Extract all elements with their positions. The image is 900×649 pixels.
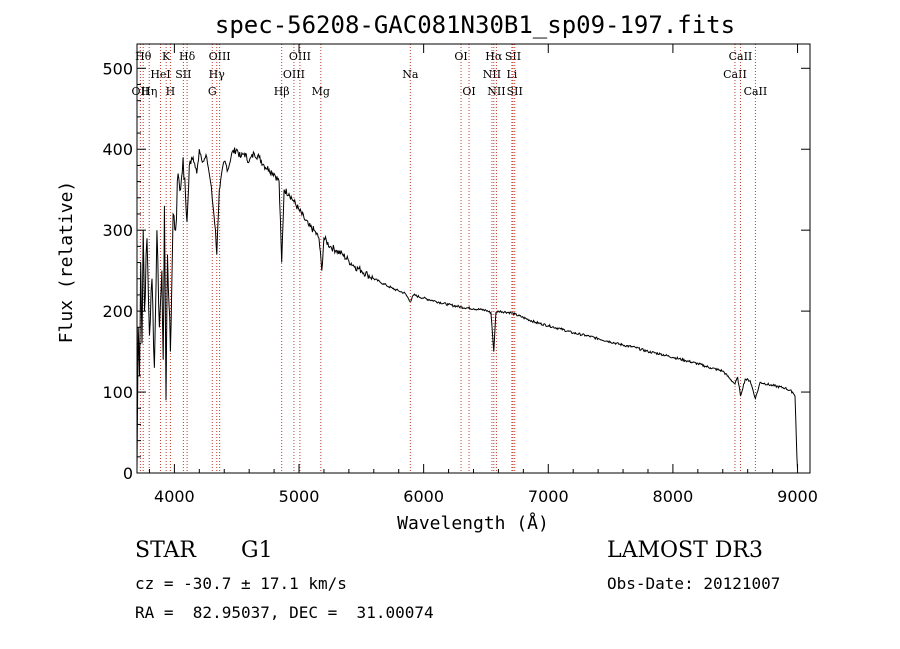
plot-frame [136,43,811,474]
line-marker-label: OI [462,85,475,98]
object-subclass: G1 [241,538,273,563]
line-marker-label: CaII [744,85,768,98]
line-marker-label: Hδ [179,50,196,63]
x-tick-label: 5000 [279,487,320,506]
line-marker-label: OII [132,85,150,98]
x-axis-label: Wavelength (Å) [397,512,549,534]
line-marker-label: NII [487,85,505,98]
line-marker-label: Hα [485,50,503,63]
coordinates-readout: RA = 82.95037, DEC = 31.00074 [135,603,434,622]
line-marker-label: SII [507,85,523,98]
y-tick-label: 0 [123,464,133,483]
line-marker-label: CaII [729,50,753,63]
line-marker-label: H [166,85,176,98]
spectrum-line [136,147,798,470]
series-group [136,147,798,470]
redshift-readout: cz = -30.7 ± 17.1 km/s [135,574,347,593]
y-axis: 0 100 200 300 400 500 [102,51,810,483]
line-marker-label: OIII [289,50,311,63]
x-tick-label: 7000 [528,487,569,506]
line-marker-label: Na [402,68,419,81]
y-axis-label: Flux (relative) [56,181,77,344]
line-marker-label: K [162,50,171,63]
line-marker-label: Mg [312,85,330,98]
line-marker-label: Hθ [135,50,152,63]
x-tick-label: 6000 [403,487,444,506]
x-tick-label: 4000 [154,487,195,506]
obs-date: Obs-Date: 20121007 [607,574,781,593]
x-axis: 4000 5000 6000 7000 8000 9000 [148,44,818,506]
line-marker-label: Hβ [274,85,290,98]
y-tick-label: 200 [102,302,133,321]
x-tick-label: 9000 [777,487,818,506]
object-class: STAR [135,538,196,563]
line-marker-label: Li [506,68,517,81]
line-marker-label: NII [483,68,501,81]
line-marker-label: OIII [209,50,231,63]
y-tick-label: 500 [102,59,133,78]
line-marker-label: OI [454,50,467,63]
line-marker-label: SII [175,68,191,81]
line-marker-label: HeI [150,68,170,81]
line-marker-label: CaII [723,68,747,81]
line-marker-label: SII [505,50,521,63]
line-marker-label: G [208,85,217,98]
line-marker-label: Hη [141,85,157,98]
y-tick-label: 400 [102,140,133,159]
y-tick-label: 300 [102,221,133,240]
x-tick-label: 8000 [653,487,694,506]
survey-name: LAMOST DR3 [607,538,763,563]
chart-title: spec-56208-GAC081N30B1_sp09-197.fits [215,11,735,39]
line-marker-label: Hγ [209,68,226,81]
y-tick-label: 100 [102,383,133,402]
line-marker-label: OIII [283,68,305,81]
